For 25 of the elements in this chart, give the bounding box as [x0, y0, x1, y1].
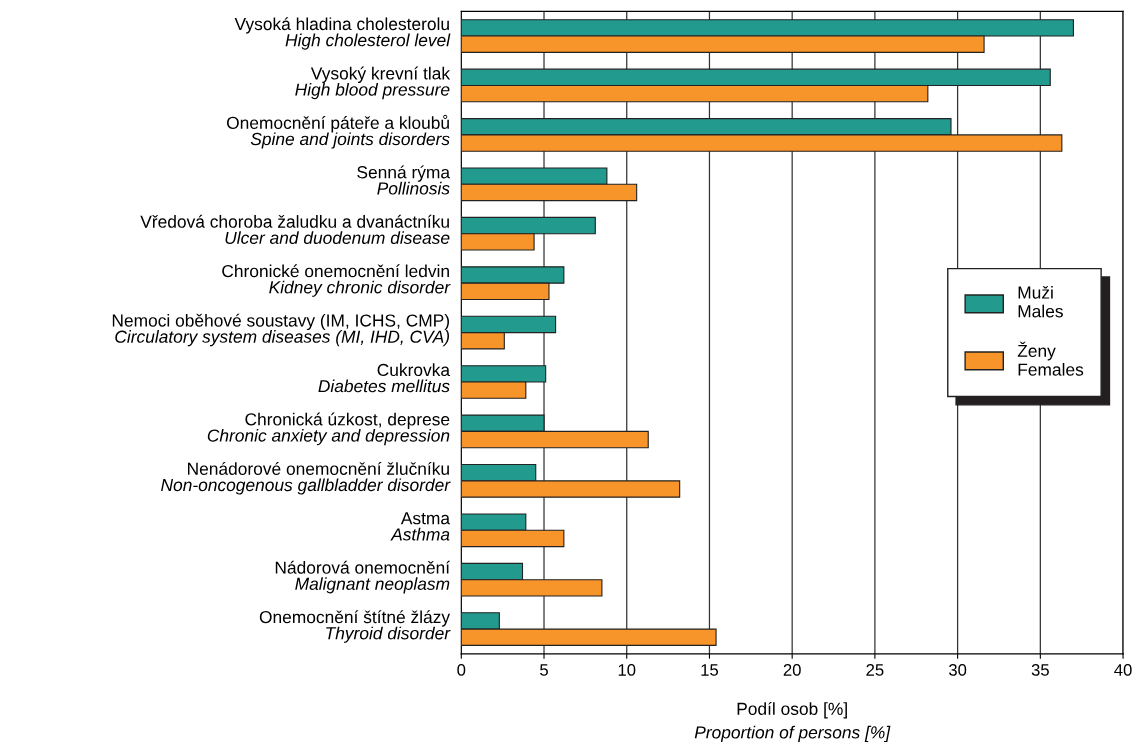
y-tick-label: Cukrovka Diabetes mellitus — [318, 363, 451, 393]
y-tick-label: Nenádorové onemocnění žlučníku Non-oncogenous gallbladder disorder — [161, 461, 451, 495]
y-tick-label: Senná rýma Pollinosis — [357, 165, 451, 195]
y-tick-label: Chronické onemocnění ledvin Kidney chronic disorder — [222, 264, 451, 297]
y-tick-label: Astma Asthma — [390, 512, 451, 541]
x-tick-label: 10 — [618, 663, 636, 676]
y-tick-label: Onemocnění štítné žlázy Thyroid disorder — [259, 610, 451, 643]
y-tick-label: Onemocnění páteře a kloubů Spine and joints disorders — [226, 114, 450, 149]
x-tick-label: 0 — [457, 663, 466, 676]
y-tick-label: Vředová choroba žaludku a dvanáctníku Ulcer and duodenum disease — [140, 214, 450, 245]
legend-label: Muži Males — [1018, 285, 1063, 318]
legend-label: Ženy Females — [1017, 341, 1084, 376]
x-tick-label: 35 — [1031, 663, 1049, 676]
x-tick-label: 20 — [783, 663, 801, 676]
x-tick-label: 25 — [866, 663, 884, 676]
x-tick-label: 40 — [1114, 663, 1132, 676]
x-tick-label: 15 — [701, 664, 719, 676]
x-tick-label: 30 — [948, 663, 967, 676]
y-tick-label: Nádorová onemocnění Malignant neoplasm — [275, 560, 450, 594]
y-tick-label: Chronická úzkost, deprese Chronic anxiety and depression — [207, 412, 450, 446]
x-tick-label: 5 — [540, 664, 548, 676]
y-tick-label: Vysoká hladina cholesterolu High cholesterol level — [234, 17, 451, 50]
y-tick-label: Nemoci oběhové soustavy (IM, ICHS, CMP) Circulatory system diseases (MI, IHD, CVA) — [112, 313, 450, 347]
y-tick-label: Vysoký krevní tlak High blood pressure — [295, 66, 451, 100]
x-axis-title: Podíl osob [%] Proportion of persons [%] — [694, 702, 891, 742]
